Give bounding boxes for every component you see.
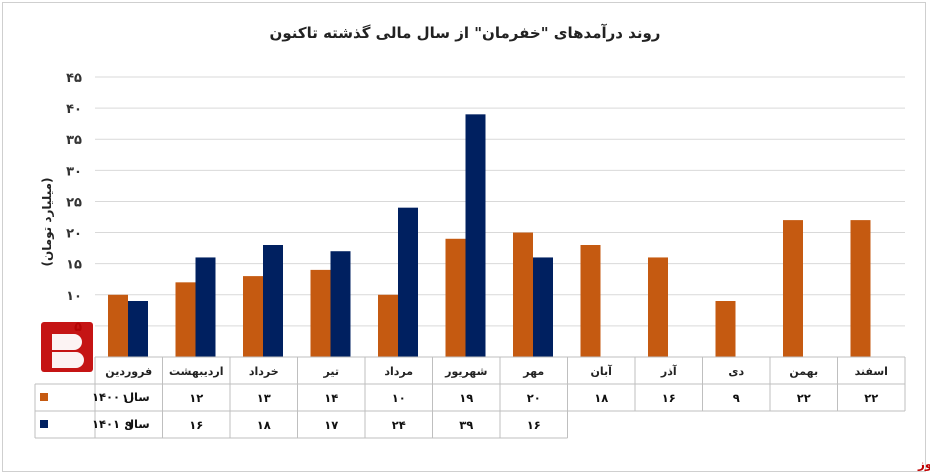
category-label: اردیبهشت: [169, 365, 223, 378]
y-tick-label: ۱۰: [66, 289, 82, 304]
watermark-text: بورس نیوز: [917, 457, 930, 472]
y-tick-label: ۲۵: [66, 195, 82, 210]
bar-series2: [128, 301, 148, 357]
data-value: ۱۹: [459, 391, 473, 405]
category-label: بهمن: [789, 365, 818, 378]
data-value: ۲۲: [864, 391, 878, 405]
data-value: ۱۷: [324, 418, 338, 432]
data-value: ۹: [125, 418, 132, 432]
bar-series1: [513, 232, 533, 357]
bar-series2: [465, 114, 486, 357]
bar-series1: [243, 276, 263, 357]
category-label: خرداد: [249, 365, 279, 378]
bar-series2: [330, 251, 351, 357]
category-label: اسفند: [855, 365, 888, 378]
y-axis-label: (میلیارد تومان): [40, 177, 55, 266]
data-value: ۱۶: [527, 418, 541, 432]
category-label: مرداد: [384, 365, 413, 378]
category-label: فروردین: [105, 365, 152, 378]
data-value: ۱۴: [324, 391, 338, 405]
data-value: ۱۲: [189, 391, 203, 405]
data-value: ۱۶: [189, 418, 203, 432]
bourse-news-logo: [41, 322, 93, 372]
bar-series1: [850, 220, 871, 357]
bar-series1: [580, 245, 601, 357]
y-tick-label: ۳۵: [66, 133, 82, 148]
y-tick-label: ۳۰: [66, 164, 82, 179]
data-value: ۲۴: [392, 418, 406, 432]
data-value: ۹: [733, 391, 740, 405]
y-tick-label: ۲۰: [66, 227, 82, 242]
bar-series1: [310, 269, 331, 357]
bar-series2: [398, 207, 418, 357]
bar-series2: [263, 245, 283, 357]
logo-glyph: [52, 334, 84, 368]
chart-title: روند درآمدهای "خفرمان" از سال مالی گذشته…: [270, 24, 661, 42]
category-label: تیر: [323, 365, 339, 378]
data-value: ۱۰: [392, 391, 406, 405]
gridlines: ۰۵۱۰۱۵۲۰۲۵۳۰۳۵۴۰۴۵: [66, 71, 905, 366]
series-name: سال ۱۴۰۱: [92, 417, 150, 431]
data-value: ۱۸: [257, 418, 271, 432]
bar-series2: [533, 257, 553, 357]
bars-group: [108, 114, 871, 357]
bar-series1: [783, 220, 803, 357]
bar-series1: [175, 282, 196, 357]
category-label: آبان: [591, 364, 613, 378]
legend-swatch: [40, 393, 48, 401]
category-label: مهر: [522, 365, 544, 378]
series-name: سال ۱۴۰۰: [92, 390, 150, 404]
data-value: ۳۹: [459, 418, 473, 432]
bar-series1: [378, 294, 398, 357]
data-value: ۱۶: [662, 391, 676, 405]
bar-series1: [445, 238, 466, 357]
bar-series1: [648, 257, 668, 357]
category-label: شهریور: [444, 365, 487, 378]
y-tick-label: ۱۵: [66, 258, 82, 273]
bar-series1: [715, 301, 736, 357]
data-value: ۱۰: [122, 391, 136, 405]
data-value: ۲۰: [527, 391, 541, 405]
y-tick-label: ۴۵: [66, 71, 82, 86]
data-value: ۲۲: [797, 391, 811, 405]
legend-swatch: [40, 420, 48, 428]
category-label: آذر: [660, 364, 677, 378]
data-table: فروردین اردیبهشت خرداد تیر مرداد شهریور مهر آبا…: [34, 356, 906, 439]
data-value: ۱۸: [594, 391, 608, 405]
y-tick-label: ۴۰: [66, 102, 82, 117]
data-value: ۱۳: [257, 391, 271, 405]
bar-series1: [108, 294, 128, 357]
category-label: دی: [728, 365, 744, 378]
bar-series2: [195, 257, 216, 357]
